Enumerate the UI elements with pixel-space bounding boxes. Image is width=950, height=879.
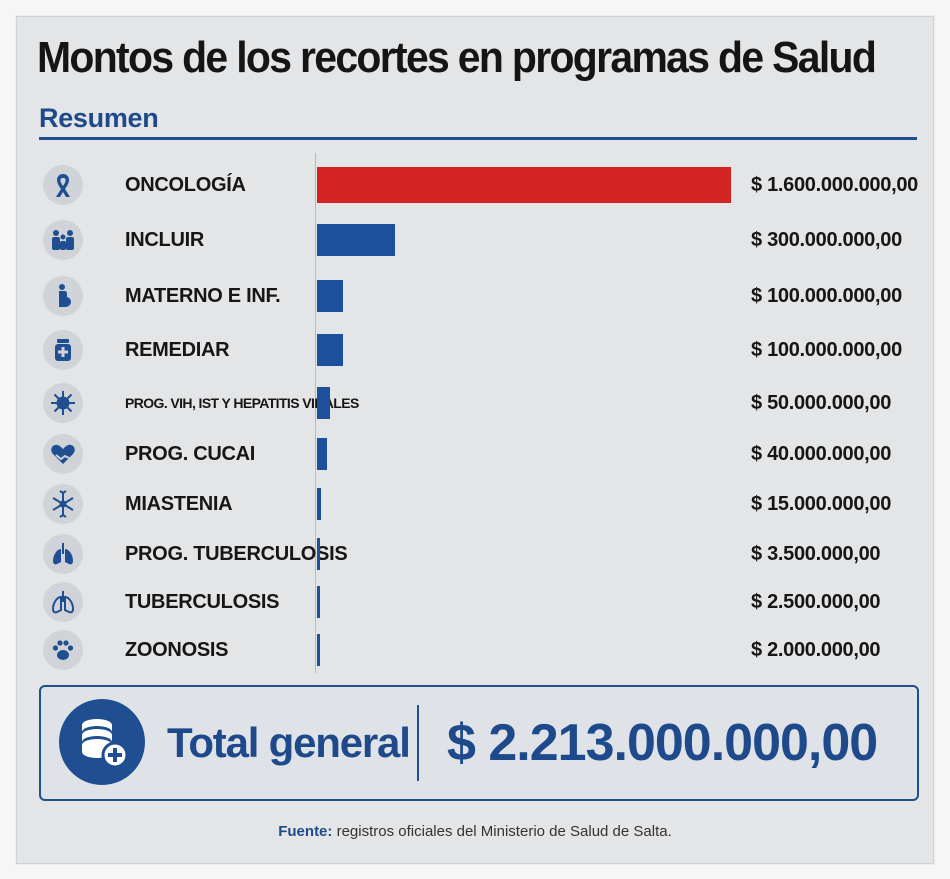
bar — [317, 488, 321, 520]
bar — [317, 586, 320, 618]
value-label: $ 300.000.000,00 — [751, 218, 902, 262]
total-box: Total general $ 2.213.000.000,00 — [39, 685, 919, 801]
value-label: $ 2.000.000,00 — [751, 628, 880, 672]
value-label: $ 2.500.000,00 — [751, 580, 880, 624]
chart-row: PROG. CUCAI $ 40.000.000,00 — [17, 432, 933, 476]
medicine-icon — [43, 330, 83, 370]
pregnant-icon — [43, 276, 83, 316]
value-label: $ 40.000.000,00 — [751, 432, 891, 476]
category-label: MATERNO E INF. — [125, 274, 280, 318]
bar — [317, 334, 343, 366]
value-label: $ 15.000.000,00 — [751, 482, 891, 526]
category-label: MIASTENIA — [125, 482, 232, 526]
chart-row: ONCOLOGÍA $ 1.600.000.000,00 — [17, 163, 933, 207]
value-label: $ 50.000.000,00 — [751, 381, 891, 425]
total-label: Total general — [167, 687, 410, 799]
chart-row: INCLUIR $ 300.000.000,00 — [17, 218, 933, 262]
bar — [317, 224, 395, 256]
source-footer: Fuente: registros oficiales del Minister… — [17, 823, 933, 840]
chart-row: PROG. VIH, IST Y HEPATITIS VIRALES $ 50.0… — [17, 381, 933, 425]
category-label: TUBERCULOSIS — [125, 580, 279, 624]
chart-row: PROG. TUBERCULOSIS $ 3.500.000,00 — [17, 532, 933, 576]
chart-row: MATERNO E INF. $ 100.000.000,00 — [17, 274, 933, 318]
chart-row: MIASTENIA $ 15.000.000,00 — [17, 482, 933, 526]
bar — [317, 280, 343, 312]
ribbon-icon — [43, 165, 83, 205]
bar-chart: ONCOLOGÍA $ 1.600.000.000,00 INCLUIR $ 300.… — [17, 17, 933, 687]
chart-row: REMEDIAR $ 100.000.000,00 — [17, 328, 933, 372]
value-label: $ 100.000.000,00 — [751, 328, 902, 372]
category-label: ZOONOSIS — [125, 628, 228, 672]
source-text: registros oficiales del Ministerio de Sa… — [337, 823, 672, 840]
infographic-card: Montos de los recortes en programas de S… — [16, 16, 934, 864]
chart-row: ZOONOSIS $ 2.000.000,00 — [17, 628, 933, 672]
heart-hands-icon — [43, 434, 83, 474]
category-label: PROG. CUCAI — [125, 432, 255, 476]
category-label: ONCOLOGÍA — [125, 163, 246, 207]
value-label: $ 3.500.000,00 — [751, 532, 880, 576]
value-label: $ 1.600.000.000,00 — [751, 163, 918, 207]
total-value: $ 2.213.000.000,00 — [447, 687, 877, 799]
bar — [317, 538, 320, 570]
category-label: INCLUIR — [125, 218, 204, 262]
family-icon — [43, 220, 83, 260]
bar — [317, 634, 320, 666]
category-label: PROG. TUBERCULOSIS — [125, 532, 347, 576]
total-separator — [417, 705, 419, 781]
bar — [317, 438, 327, 470]
coins-plus-icon — [59, 699, 145, 785]
chart-row: TUBERCULOSIS $ 2.500.000,00 — [17, 580, 933, 624]
bar — [317, 387, 330, 419]
virus-icon — [43, 383, 83, 423]
value-label: $ 100.000.000,00 — [751, 274, 902, 318]
category-label: REMEDIAR — [125, 328, 229, 372]
neuron-icon — [43, 484, 83, 524]
lungs-outline-icon — [43, 582, 83, 622]
source-label: Fuente: — [278, 823, 332, 840]
bar — [317, 167, 731, 203]
paw-icon — [43, 630, 83, 670]
lungs-icon — [43, 534, 83, 574]
